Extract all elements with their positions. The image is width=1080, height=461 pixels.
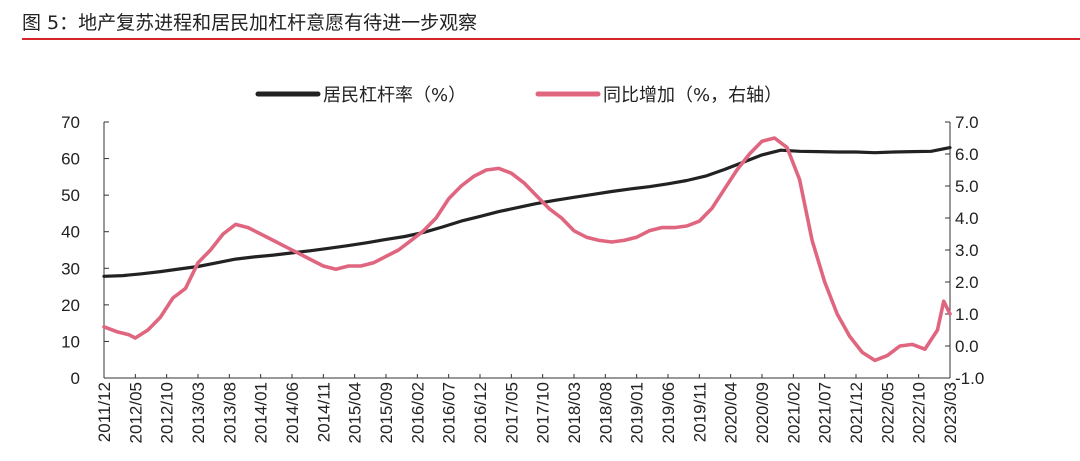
axes: 0 10 20 30 40 50 60 70 -1.0 0.0 1.0 2.0 3.0 4.0 5.0 6.0… <box>61 113 984 443</box>
x-tick-label: 2016/07 <box>440 382 459 443</box>
x-tick-label: 2023/03 <box>941 382 960 443</box>
y-right-tick-label: 1.0 <box>955 305 979 324</box>
y-left-tick-label: 50 <box>61 186 80 205</box>
y-left-tick-label: 70 <box>61 113 80 132</box>
x-tick-label: 2013/08 <box>220 382 239 443</box>
x-tick-label: 2014/11 <box>314 382 333 442</box>
series-line-yoy-change <box>102 136 952 363</box>
y-left-tick-label: 10 <box>61 332 80 351</box>
legend: 居民杠杆率（%） 同比增加（%，右轴） <box>255 85 782 106</box>
y-left-tick-label: 20 <box>61 296 80 315</box>
y-right-tick-label: 0.0 <box>955 337 979 356</box>
x-tick-label: 2014/06 <box>283 382 302 443</box>
series-layer <box>102 136 952 363</box>
x-tick-label: 2018/03 <box>565 382 584 443</box>
x-tick-label: 2019/06 <box>659 382 678 443</box>
y-left-tick-label: 30 <box>61 259 80 278</box>
x-tick-label: 2022/10 <box>910 382 929 443</box>
x-tick-label: 2016/02 <box>408 382 427 443</box>
y-right-tick-label: 6.0 <box>955 145 979 164</box>
x-tick-label: 2019/01 <box>628 382 647 443</box>
y-left-tick-label: 60 <box>61 150 80 169</box>
y-right-tick-label: 4.0 <box>955 209 979 228</box>
x-tick-label: 2020/09 <box>753 382 772 443</box>
x-tick-label: 2012/10 <box>158 382 177 443</box>
x-tick-label: 2015/09 <box>377 382 396 443</box>
figure-title: 图 5：地产复苏进程和居民加杠杆意愿有待进一步观察 <box>22 12 478 34</box>
x-tick-label: 2021/07 <box>816 382 835 443</box>
y-right-tick-label: 5.0 <box>955 177 979 196</box>
x-tick-label: 2013/03 <box>189 382 208 443</box>
x-tick-label: 2020/04 <box>722 382 741 443</box>
y-left-tick-label: 40 <box>61 223 80 242</box>
y-right-tick-label: -1.0 <box>955 369 984 388</box>
x-tick-label: 2019/11 <box>690 382 709 442</box>
x-tick-label: 2018/08 <box>596 382 615 443</box>
x-tick-label: 2016/12 <box>471 382 490 443</box>
y-right-tick-label: 2.0 <box>955 273 979 292</box>
series-line-leverage <box>102 146 952 278</box>
y-right-tick-label: 3.0 <box>955 241 979 260</box>
x-tick-label: 2021/02 <box>784 382 803 443</box>
x-tick-label: 2014/01 <box>252 382 271 443</box>
y-left-tick-label: 0 <box>71 369 80 388</box>
x-tick-label: 2015/04 <box>346 382 365 443</box>
legend-label-leverage: 居民杠杆率（%） <box>323 85 466 106</box>
x-tick-label: 2017/10 <box>534 382 553 443</box>
x-tick-label: 2021/12 <box>847 382 866 443</box>
title-rule <box>22 38 1080 40</box>
x-tick-label: 2012/05 <box>126 382 145 443</box>
x-tick-label: 2017/05 <box>502 382 521 443</box>
x-tick-label: 2011/12 <box>95 382 114 442</box>
legend-label-yoy-change: 同比增加（%，右轴） <box>603 85 782 106</box>
x-tick-label: 2022/05 <box>878 382 897 443</box>
y-right-tick-label: 7.0 <box>955 113 979 132</box>
